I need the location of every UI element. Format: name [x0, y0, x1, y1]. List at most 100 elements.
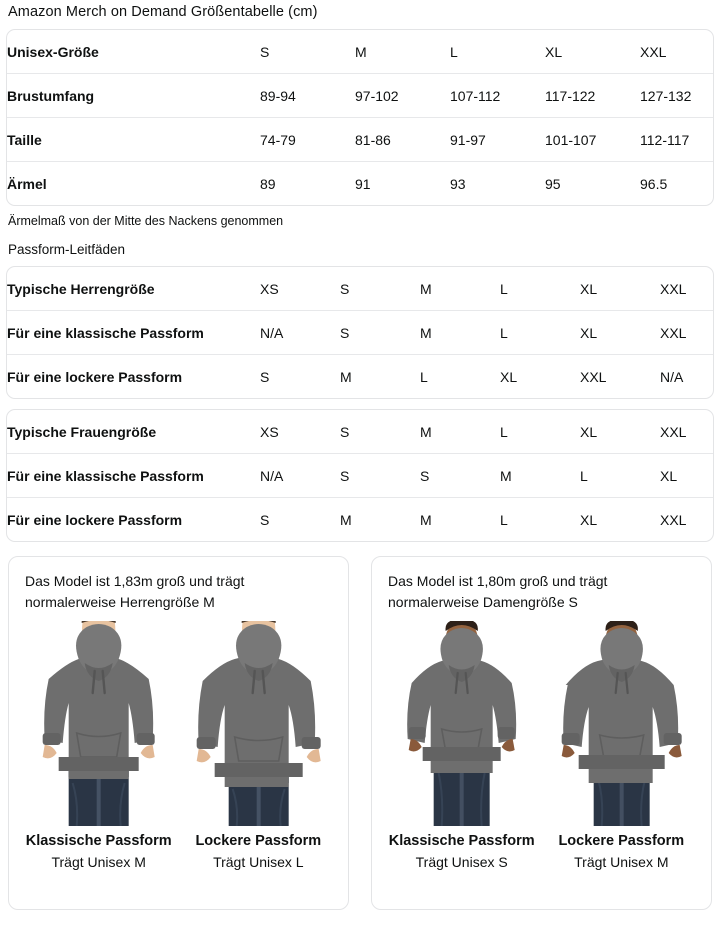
womens-classic-5: XL [660, 453, 713, 498]
female-relaxed-fit-photo [548, 621, 695, 826]
male-classic-fit-photo [25, 621, 172, 826]
womens-relaxed-2: M [420, 511, 432, 528]
table-spacer [6, 399, 714, 409]
row-label-chest: Brustumfang [7, 73, 260, 118]
male-classic-figure-icon [42, 621, 155, 826]
mens-relaxed-4: XXL [580, 368, 607, 385]
cell-waist-l: 91-97 [450, 117, 545, 162]
male-relaxed-fit-label: Lockere Passform Trägt Unisex L [185, 831, 332, 873]
female-classic-fit-wears: Trägt Unisex S [415, 854, 508, 870]
cell-sleeve-xxl: 96.5 [640, 175, 668, 192]
male-relaxed-fit-wears: Trägt Unisex L [213, 854, 304, 870]
male-fit-labels: Klassische Passform Trägt Unisex M Locke… [25, 831, 332, 873]
cell-chest-l: 107-112 [450, 73, 545, 118]
female-classic-figure-icon [407, 621, 517, 826]
mens-relaxed-3: XL [500, 368, 518, 385]
female-classic-fit-label: Klassische Passform Trägt Unisex S [388, 831, 535, 873]
male-relaxed-fit-photo [185, 621, 332, 826]
womens-size-col-xl: XL [580, 410, 660, 454]
mens-classic-4: XL [580, 310, 660, 355]
cell-sleeve-s: 89 [260, 175, 276, 192]
mens-size-col-xs: XS [260, 267, 340, 311]
womens-classic-2: S [420, 453, 500, 498]
mens-size-col-l: L [500, 267, 580, 311]
table-row: Brustumfang 89-94 97-102 107-112 117-122… [7, 73, 713, 118]
table-row: Für eine lockere Passform S M L XL XXL N… [7, 355, 713, 399]
womens-row-label-classic: Für eine klassische Passform [7, 453, 260, 498]
table-header-row: Typische Frauengröße XS S M L XL XXL [7, 410, 713, 454]
womens-classic-1: S [340, 453, 420, 498]
male-classic-fit-label: Klassische Passform Trägt Unisex M [25, 831, 172, 873]
cell-chest-xl: 117-122 [545, 73, 640, 118]
size-col-m: M [355, 30, 450, 74]
mens-classic-0: N/A [260, 310, 340, 355]
male-relaxed-fit-name: Lockere Passform [195, 833, 322, 849]
male-model-figures [25, 621, 332, 826]
table-header-row: Typische Herrengröße XS S M L XL XXL [7, 267, 713, 311]
womens-relaxed-5: XXL [660, 511, 687, 528]
womens-classic-3: M [500, 453, 580, 498]
cell-chest-xxl: 127-132 [640, 73, 713, 118]
table-header-row: Unisex-Größe S M L XL XXL [7, 30, 713, 74]
mens-size-col-s: S [340, 267, 420, 311]
model-cards: Das Model ist 1,83m groß und trägt norma… [6, 556, 714, 910]
mens-relaxed-0: S [260, 368, 270, 385]
female-classic-fit-name: Klassische Passform [388, 833, 535, 849]
female-relaxed-fit-name: Lockere Passform [558, 833, 685, 849]
mens-row-label-classic: Für eine klassische Passform [7, 310, 260, 355]
mens-size-col-m: M [420, 267, 500, 311]
cell-waist-m: 81-86 [355, 117, 450, 162]
womens-classic-0: N/A [260, 453, 340, 498]
unisex-size-header: Unisex-Größe [7, 30, 260, 74]
womens-relaxed-3: L [500, 511, 508, 528]
cell-sleeve-m: 91 [355, 175, 371, 192]
size-col-s: S [260, 30, 355, 74]
cell-chest-m: 97-102 [355, 73, 450, 118]
row-label-waist: Taille [7, 117, 260, 162]
female-relaxed-figure-icon [561, 621, 682, 826]
womens-size-col-l: L [500, 410, 580, 454]
mens-classic-1: S [340, 310, 420, 355]
male-model-note: Das Model ist 1,83m groß und trägt norma… [25, 573, 245, 610]
mens-fit-table: Typische Herrengröße XS S M L XL XXL Für… [6, 266, 714, 399]
womens-relaxed-0: S [260, 511, 270, 528]
womens-size-col-xs: XS [260, 410, 340, 454]
size-col-l: L [450, 30, 545, 74]
table-row: Für eine klassische Passform N/A S M L X… [7, 310, 713, 355]
mens-size-header: Typische Herrengröße [7, 267, 260, 311]
fit-guides-label: Passform-Leitfäden [8, 242, 126, 257]
cell-sleeve-xl: 95 [545, 175, 561, 192]
table-row: Für eine lockere Passform S M M L XL XXL [7, 498, 713, 542]
womens-row-label-relaxed: Für eine lockere Passform [7, 511, 183, 528]
cell-waist-xl: 101-107 [545, 117, 640, 162]
cell-sleeve-l: 93 [450, 175, 466, 192]
womens-size-header: Typische Frauengröße [7, 410, 260, 454]
mens-relaxed-2: L [420, 368, 428, 385]
female-model-card: Das Model ist 1,80m groß und trägt norma… [371, 556, 712, 910]
row-label-sleeve: Ärmel [7, 175, 47, 192]
male-classic-fit-wears: Trägt Unisex M [51, 854, 146, 870]
male-relaxed-figure-icon [196, 621, 321, 826]
female-relaxed-fit-label: Lockere Passform Trägt Unisex M [548, 831, 695, 873]
mens-relaxed-1: M [340, 368, 352, 385]
cell-waist-xxl: 112-117 [640, 117, 713, 162]
table-row: Für eine klassische Passform N/A S S M L… [7, 453, 713, 498]
womens-fit-table: Typische Frauengröße XS S M L XL XXL Für… [6, 409, 714, 542]
mens-classic-2: M [420, 310, 500, 355]
female-relaxed-fit-wears: Trägt Unisex M [574, 854, 669, 870]
mens-classic-3: L [500, 310, 580, 355]
womens-classic-4: L [580, 453, 660, 498]
mens-size-col-xxl: XXL [660, 267, 713, 311]
female-model-note: Das Model ist 1,80m groß und trägt norma… [388, 573, 608, 610]
womens-size-col-xxl: XXL [660, 410, 713, 454]
unisex-size-table: Unisex-Größe S M L XL XXL Brustumfang 89… [6, 29, 714, 206]
size-col-xl: XL [545, 30, 640, 74]
sleeve-measurement-note: Ärmelmaß von der Mitte des Nackens genom… [8, 214, 284, 228]
cell-waist-s: 74-79 [260, 117, 355, 162]
table-row: Ärmel 89 91 93 95 96.5 [7, 162, 713, 206]
womens-relaxed-4: XL [580, 511, 598, 528]
page-title: Amazon Merch on Demand Größentabelle (cm… [8, 4, 318, 20]
mens-classic-5: XXL [660, 310, 713, 355]
mens-relaxed-5: N/A [660, 368, 684, 385]
